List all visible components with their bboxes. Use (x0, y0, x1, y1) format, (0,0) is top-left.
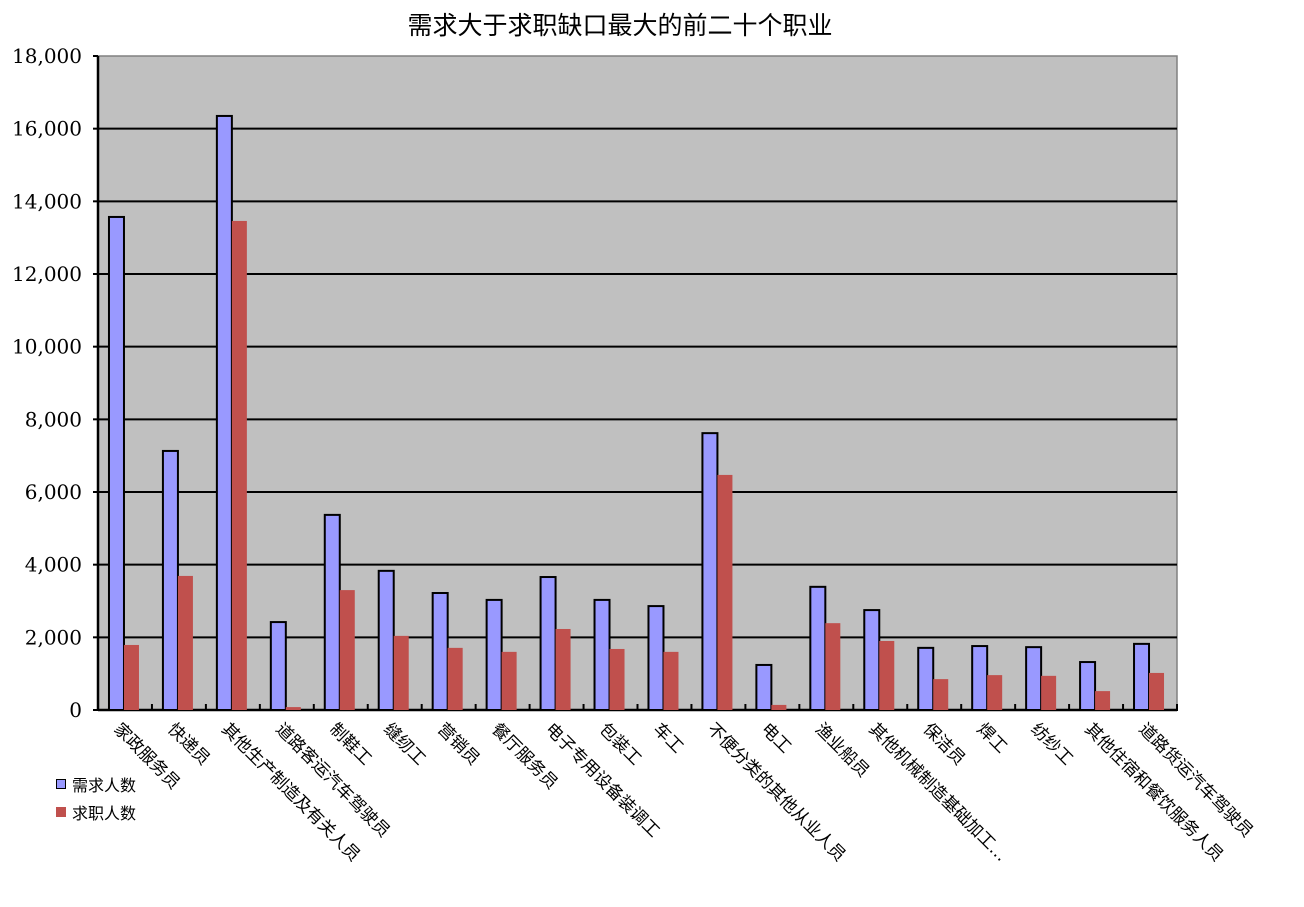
chart-title: 需求大于求职缺口最大的前二十个职业 (407, 11, 833, 40)
y-tick-label: 12,000 (12, 262, 82, 286)
y-tick-label: 18,000 (12, 44, 82, 68)
plot-area (97, 55, 1178, 711)
bar-demand (161, 449, 179, 711)
x-category-label: 车工 (649, 719, 687, 757)
x-category-label: 制鞋工 (325, 719, 375, 769)
bar-demand (917, 646, 935, 711)
legend-item-demand: 需求人数 (56, 770, 136, 798)
bar-demand (647, 605, 665, 711)
bar-supply (231, 220, 247, 710)
legend-item-supply: 求职人数 (56, 798, 136, 826)
bar-demand (215, 114, 233, 711)
bar-supply (393, 635, 409, 710)
x-category-label: 快递员 (163, 719, 213, 769)
bar-supply (717, 474, 733, 710)
y-tick-label: 0 (69, 698, 82, 722)
bar-supply (123, 644, 139, 710)
bar-demand (1025, 646, 1043, 711)
bar-demand (593, 598, 611, 711)
chart-legend: 需求人数 求职人数 (56, 770, 136, 826)
bar-demand (971, 645, 989, 712)
bar-supply (879, 640, 895, 710)
bar-demand (485, 598, 503, 711)
bar-demand (323, 513, 341, 712)
y-tick-label: 16,000 (12, 117, 82, 141)
y-tick-label: 6,000 (25, 480, 82, 504)
bar-demand (755, 663, 773, 711)
x-category-label: 焊工 (973, 719, 1011, 757)
category-group: 道路货运汽车驾驶员 (1133, 642, 1257, 842)
y-tick-label: 10,000 (12, 335, 82, 359)
x-category-label: 包装工 (595, 719, 645, 769)
x-category-label: 纺纱工 (1027, 719, 1077, 769)
legend-swatch-supply-icon (56, 807, 66, 817)
bar-supply (933, 679, 949, 710)
bar-supply (447, 647, 463, 710)
bar-supply (771, 704, 787, 710)
bar-supply (663, 651, 679, 710)
bar-demand (701, 432, 719, 711)
bar-supply (1149, 672, 1165, 710)
bar-demand (809, 585, 827, 712)
bar-demand (1079, 661, 1097, 711)
y-tick-label: 2,000 (25, 625, 82, 649)
bar-supply (1095, 691, 1111, 710)
y-tick-label: 4,000 (25, 553, 82, 577)
x-category-label: 电工 (757, 719, 795, 757)
legend-swatch-demand-icon (56, 779, 66, 789)
legend-label-supply: 求职人数 (72, 804, 137, 823)
bar-demand (863, 609, 881, 711)
bar-supply (177, 575, 193, 710)
bar-supply (825, 623, 841, 710)
y-tick-label: 14,000 (12, 189, 82, 213)
bar-supply (339, 590, 355, 710)
bar-demand (539, 576, 557, 712)
bar-demand (377, 569, 395, 711)
x-category-label: 营销员 (433, 719, 483, 769)
bar-supply (501, 651, 517, 710)
x-category-label: 渔业船员 (811, 719, 873, 781)
x-category-label: 保洁员 (919, 719, 969, 769)
y-tick-label: 8,000 (25, 407, 82, 431)
bar-supply (1041, 675, 1057, 710)
x-category-label: 缝纫工 (379, 719, 429, 769)
bar-supply (285, 707, 301, 710)
bar-supply (987, 675, 1003, 710)
legend-label-demand: 需求人数 (72, 776, 137, 795)
bar-demand (269, 621, 287, 711)
bar-supply (609, 648, 625, 710)
bar-demand (1133, 642, 1151, 712)
bar-demand (107, 215, 125, 711)
bar-demand (431, 592, 449, 711)
bar-supply (555, 628, 571, 710)
